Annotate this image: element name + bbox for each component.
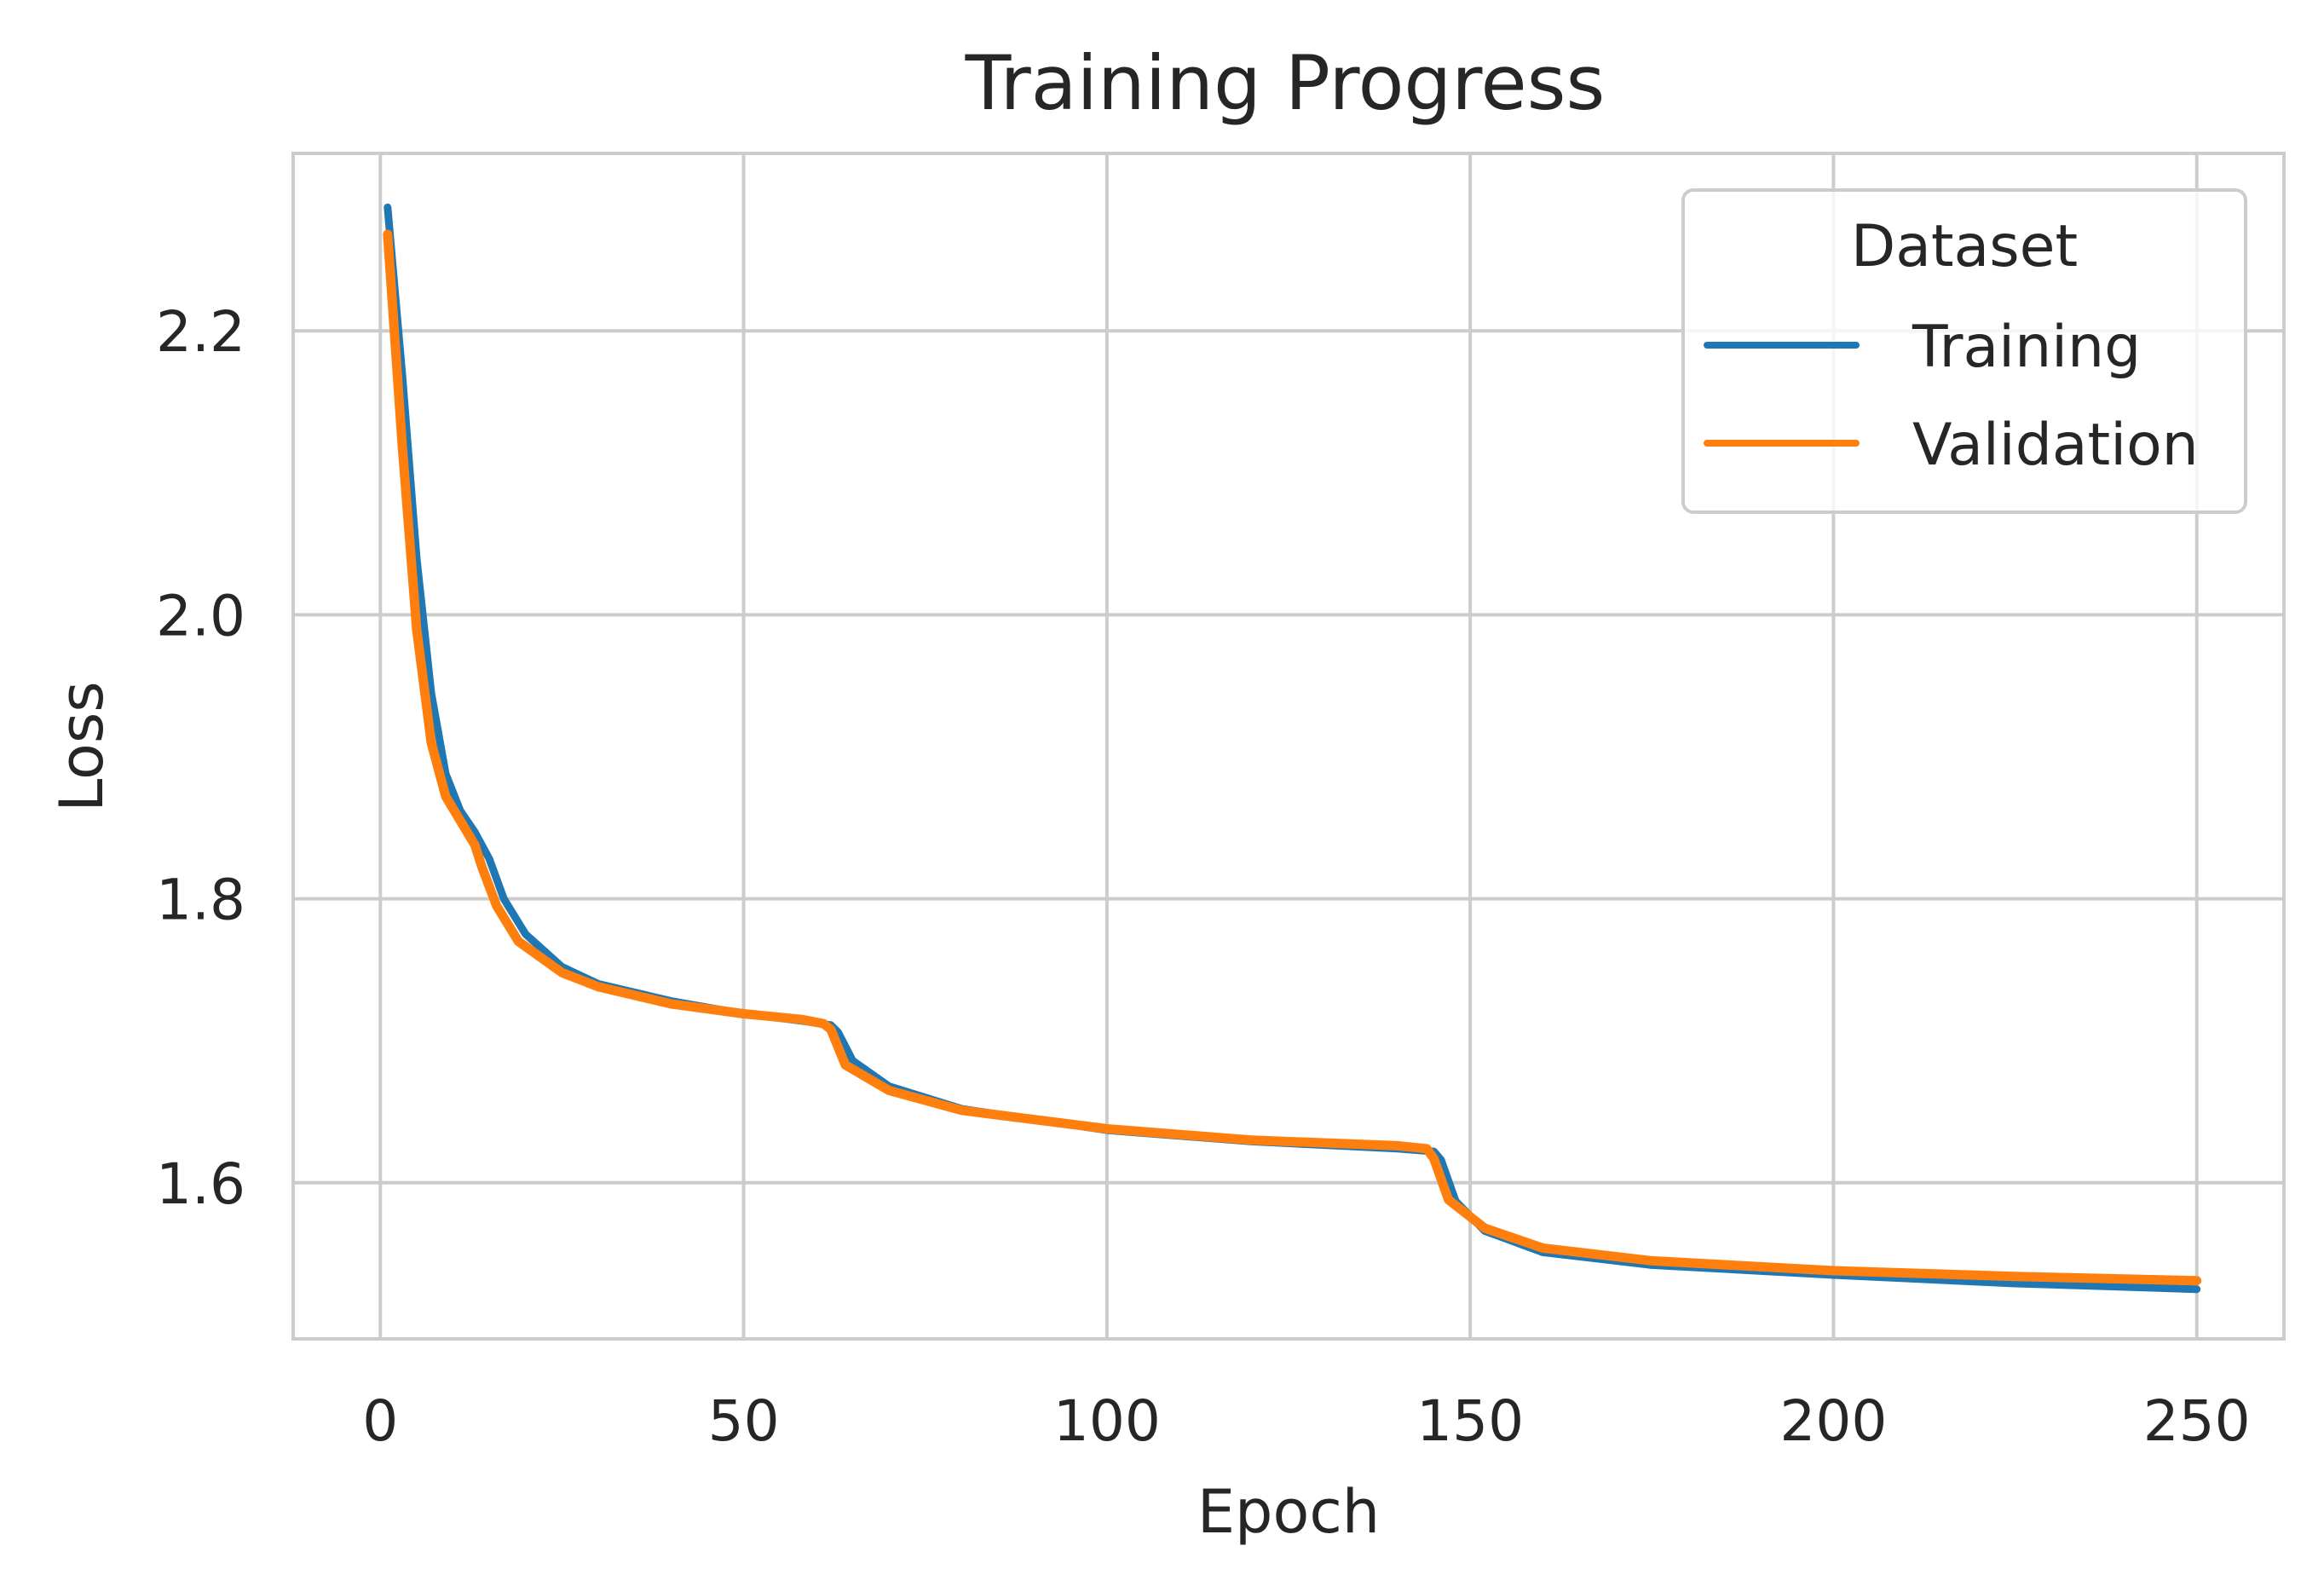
legend-title: Dataset bbox=[1851, 213, 2078, 280]
legend-label-training: Training bbox=[1912, 314, 2141, 381]
x-tick-label: 200 bbox=[1779, 1388, 1887, 1454]
y-tick-label: 2.0 bbox=[156, 583, 245, 649]
legend-box bbox=[1681, 188, 2247, 514]
series-lines bbox=[383, 203, 2202, 1294]
y-tick-label: 1.6 bbox=[156, 1151, 245, 1217]
y-tick-labels: 1.6 1.8 2.0 2.2 bbox=[156, 299, 245, 1217]
x-tick-label: 50 bbox=[708, 1388, 780, 1454]
x-tick-label: 150 bbox=[1416, 1388, 1524, 1454]
legend: Dataset Training Validation bbox=[1681, 188, 2247, 514]
x-tick-label: 250 bbox=[2143, 1388, 2251, 1454]
legend-label-validation: Validation bbox=[1912, 412, 2199, 479]
x-axis-label: Epoch bbox=[1197, 1477, 1380, 1547]
series-line-validation bbox=[383, 229, 2202, 1286]
chart-title: Training Progress bbox=[965, 39, 1606, 127]
x-tick-labels: 0 50 100 150 200 250 bbox=[362, 1388, 2250, 1454]
plot-frame bbox=[291, 152, 2286, 1341]
y-tick-label: 1.8 bbox=[156, 868, 245, 933]
x-tick-label: 0 bbox=[362, 1388, 398, 1454]
y-axis-label: Loss bbox=[47, 681, 117, 812]
x-tick-label: 100 bbox=[1053, 1388, 1161, 1454]
y-tick-label: 2.2 bbox=[156, 299, 245, 365]
